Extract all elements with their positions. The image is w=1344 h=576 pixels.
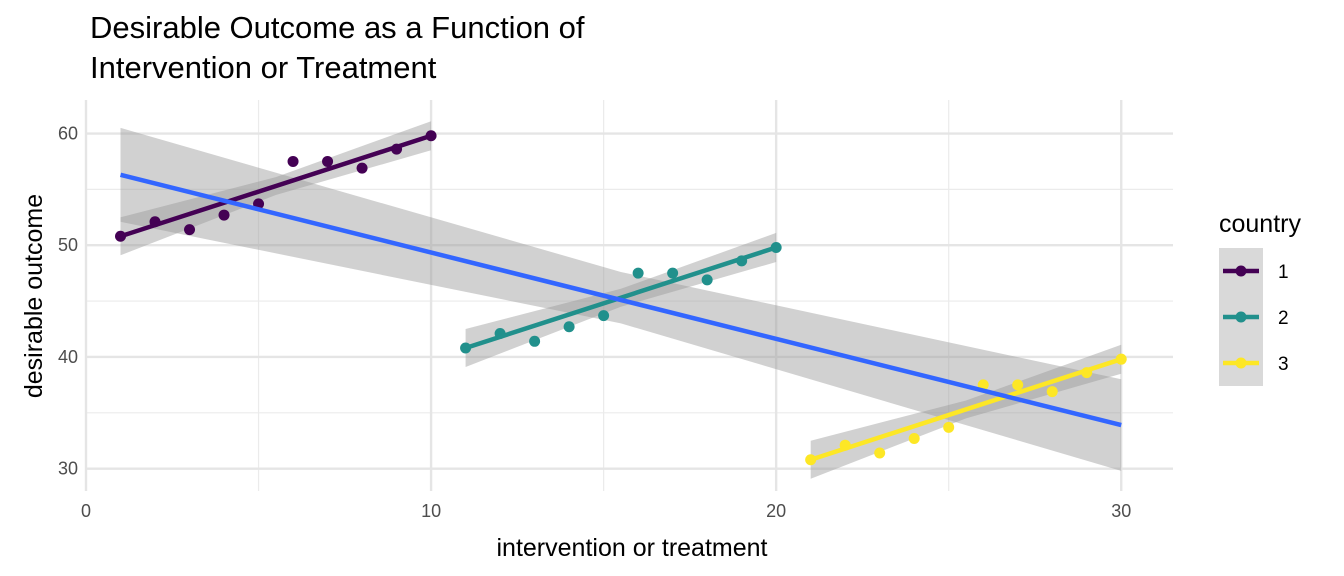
data-point-series-2: [598, 310, 610, 322]
y-tick-label: 60: [58, 124, 78, 144]
data-point-series-2: [563, 321, 575, 333]
y-tick-label: 50: [58, 235, 78, 255]
y-tick-labels: 30 40 50 60: [58, 124, 78, 479]
fit-line-series-3: [809, 357, 1122, 462]
data-point-series-2: [701, 274, 713, 286]
data-point-series-1: [184, 224, 196, 236]
y-tick-label: 30: [58, 459, 78, 479]
legend-key-point-3: [1235, 357, 1247, 369]
legend-label-2: 2: [1278, 308, 1289, 329]
x-tick-label: 0: [81, 501, 91, 521]
data-point-series-3: [874, 447, 886, 459]
major-gridlines: [84, 100, 1173, 491]
chart-title-line-2: Intervention or Treatment: [90, 50, 437, 85]
legend-key-point-2: [1235, 311, 1247, 323]
data-point-series-1: [287, 155, 299, 167]
chart-title-line-1: Desirable Outcome as a Function of: [90, 10, 585, 45]
legend-label-3: 3: [1278, 354, 1289, 375]
data-point-series-3: [1046, 386, 1058, 398]
y-tick-label: 40: [58, 347, 78, 367]
legend-label-1: 1: [1278, 262, 1289, 283]
x-tick-labels: 0 10 20 30: [81, 501, 1131, 521]
legend-key-point-1: [1235, 265, 1247, 277]
y-axis-title: desirable outcome: [20, 194, 48, 398]
x-tick-label: 20: [766, 501, 786, 521]
data-point-series-1: [322, 155, 334, 167]
data-point-series-1: [356, 162, 368, 174]
fit-line-overall: [119, 172, 1122, 428]
data-point-series-3: [908, 432, 920, 444]
legend-title: country: [1219, 210, 1301, 238]
x-tick-label: 30: [1111, 501, 1131, 521]
data-point-series-3: [943, 421, 955, 433]
data-point-series-2: [632, 267, 644, 279]
data-point-series-3: [1012, 379, 1024, 391]
x-tick-label: 10: [421, 501, 441, 521]
x-axis-title: intervention or treatment: [497, 534, 768, 562]
legend: country 1 2 3: [1219, 210, 1301, 386]
data-point-series-2: [667, 267, 679, 279]
data-point-series-1: [218, 209, 230, 221]
fit-line-series-1: [119, 133, 432, 239]
data-point-series-2: [529, 335, 541, 347]
fit-lines: [119, 133, 1122, 462]
